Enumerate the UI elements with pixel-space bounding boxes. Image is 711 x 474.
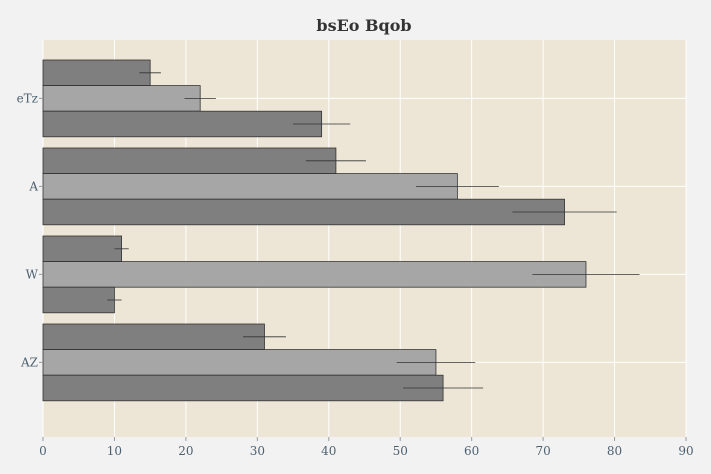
x-tick-label: 10 [107, 444, 122, 458]
bar-a-1 [42, 147, 337, 175]
x-tick-label: 0 [39, 444, 47, 458]
y-axis-ticks: eTz A W AZ [17, 91, 43, 369]
x-tick-label: 20 [178, 444, 193, 458]
y-tick-label: AZ [20, 355, 38, 369]
bar-w-1 [42, 235, 122, 263]
bar-az-2 [42, 349, 437, 376]
bar-az-1 [42, 323, 265, 351]
y-tick-label: eTz [17, 91, 38, 105]
bars [42, 59, 587, 402]
x-tick-label: 60 [464, 444, 479, 458]
x-tick-label: 40 [321, 444, 336, 458]
bar-a-3 [42, 198, 565, 226]
x-tick-label: 90 [678, 444, 693, 458]
chart-title: bsEo Bqob [316, 16, 411, 35]
bar-w-2 [42, 261, 587, 288]
error-bars [107, 72, 640, 389]
y-tick-label: A [28, 179, 38, 193]
bar-w-3 [42, 286, 115, 314]
x-axis-ticks: 0 10 20 30 40 50 60 70 80 90 [39, 437, 694, 458]
x-tick-label: 30 [250, 444, 265, 458]
bar-az-3 [42, 374, 444, 402]
x-tick-label: 70 [535, 444, 550, 458]
y-tick-label: W [26, 267, 39, 281]
bar-etz-2 [42, 85, 201, 112]
x-tick-label: 50 [393, 444, 408, 458]
bar-a-2 [42, 173, 458, 200]
x-tick-label: 80 [607, 444, 622, 458]
bar-etz-1 [42, 59, 151, 87]
bar-etz-3 [42, 110, 323, 138]
